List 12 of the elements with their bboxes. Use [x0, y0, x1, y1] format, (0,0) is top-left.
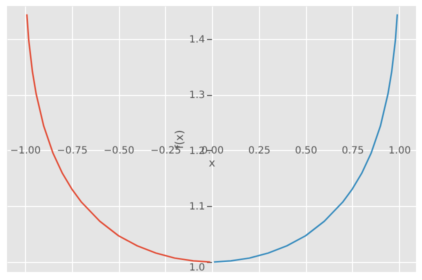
y-tick-label: 1.1	[189, 202, 205, 213]
y-tick-label: 1.4	[189, 34, 205, 46]
x-tick-label: 0.50	[294, 146, 318, 156]
x-tick-label: −0.75	[56, 146, 88, 156]
x-axis-title: x	[208, 156, 216, 170]
x-tick-label: −1.00	[10, 146, 41, 156]
x-tick-label: −0.50	[104, 146, 134, 156]
x-tick-label: 0.25	[248, 146, 270, 156]
y-tick-label: 1.3	[189, 90, 205, 102]
x-tick-label: 0.75	[342, 146, 364, 156]
y-tick-label: 1.0	[189, 262, 205, 274]
x-tick-label: 1.00	[388, 146, 411, 156]
